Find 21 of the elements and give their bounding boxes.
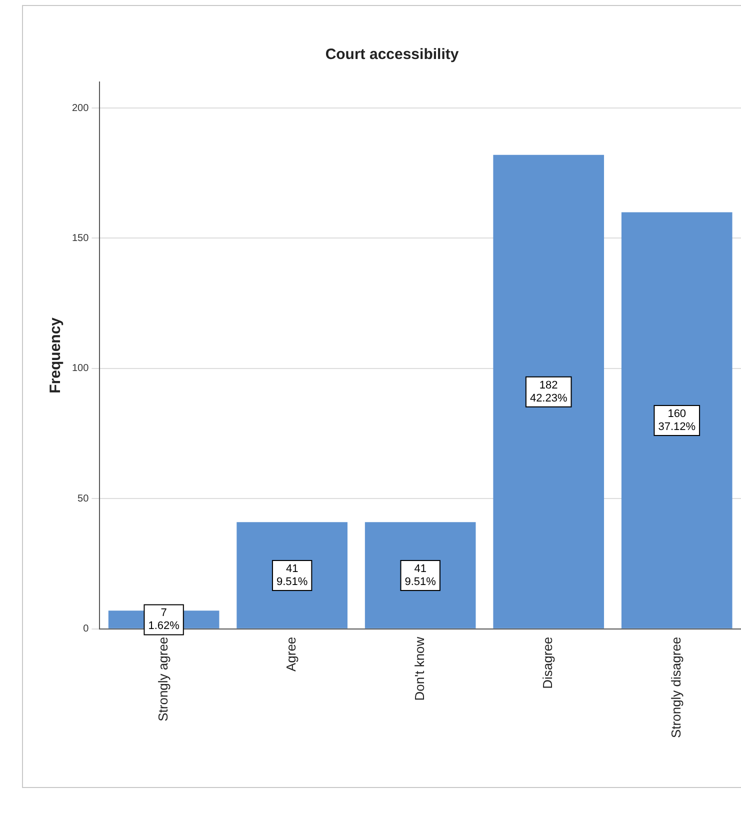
data-label: 7 1.62% [148,607,180,632]
data-label: 160 37.12% [658,408,696,434]
x-tick-label: Don't know [412,636,427,701]
bar [364,522,476,628]
y-tick-label: 0 [83,624,90,635]
x-tick-label: Disagree [540,636,556,689]
y-tick-label: 150 [72,232,90,244]
x-tick-label: Strongly disagree [668,636,684,738]
x-tick-label: Strongly agree [155,636,170,722]
data-label: 41 9.51% [276,562,308,588]
data-label: 41 9.51% [404,562,436,588]
bar [621,212,732,628]
y-axis-title: Frequency [47,316,64,394]
x-tick-label: Agree [284,636,299,672]
y-tick-label: 50 [78,493,90,504]
bar [493,154,604,628]
bar [236,522,348,628]
data-label: 182 42.23% [530,379,568,404]
y-tick-label: 200 [72,102,90,114]
y-tick-label: 100 [72,363,90,374]
chart-title: Court accessibility [325,46,460,64]
